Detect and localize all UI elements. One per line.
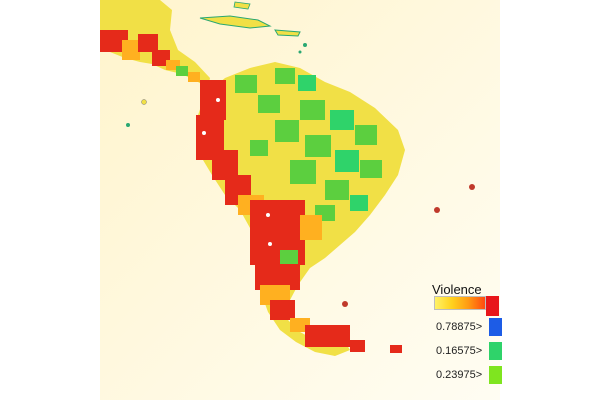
south-america (196, 62, 405, 356)
central-america (100, 0, 210, 88)
legend-item-label: 0.16575> (436, 345, 483, 357)
offshore-markers (126, 99, 475, 307)
legend-item-swatch (489, 366, 502, 384)
legend-item-swatch (489, 342, 502, 360)
legend-item-label: 0.23975> (436, 369, 483, 381)
caribbean-islands (199, 1, 307, 54)
legend-gradient-bar (434, 296, 486, 310)
legend-item-swatch (489, 318, 502, 336)
legend-title: Violence (432, 282, 482, 297)
map-svg[interactable] (100, 0, 500, 400)
map-panel[interactable] (100, 0, 500, 400)
legend-item-label: 0.78875> (436, 321, 483, 333)
legend-max-swatch (486, 296, 499, 316)
